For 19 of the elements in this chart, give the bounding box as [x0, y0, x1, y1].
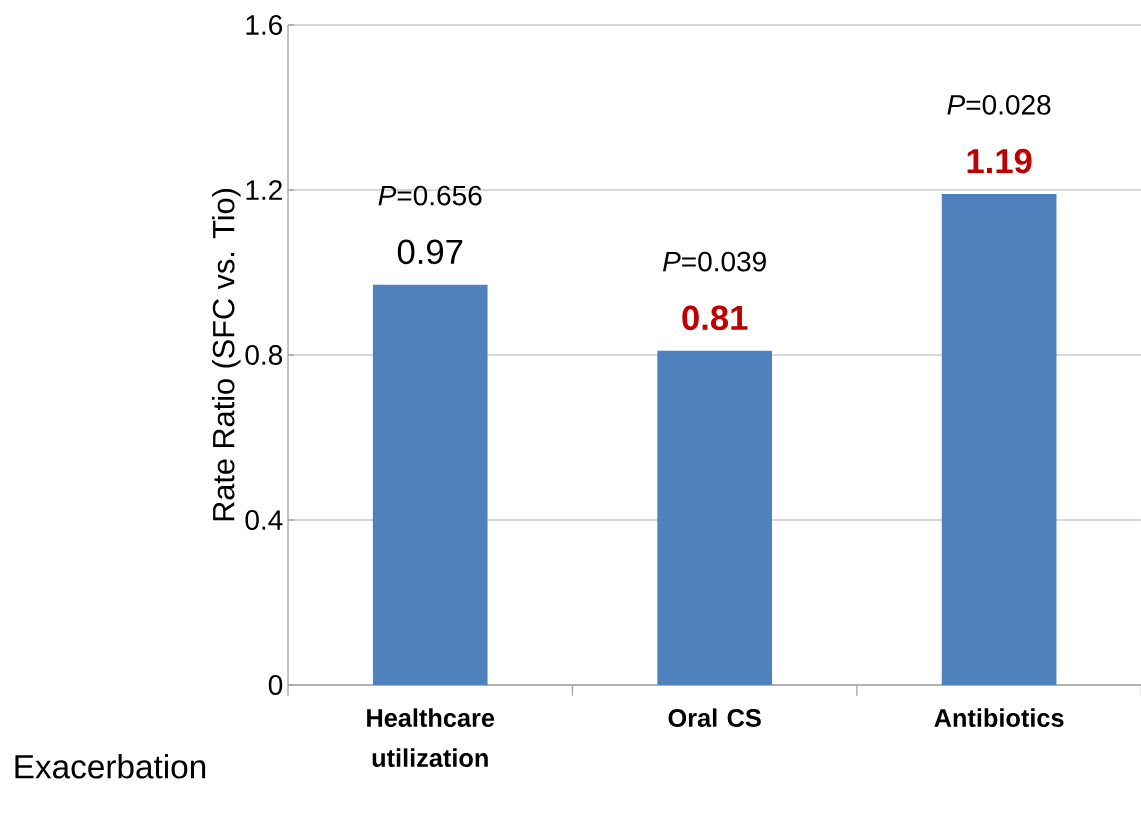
- y-axis-title: Rate Ratio (SFC vs. Tio): [211, 189, 241, 521]
- x-tick-label: Antibiotics: [934, 708, 1064, 727]
- data-label: 1.19: [967, 148, 1032, 174]
- annotation: P=0.656: [378, 185, 482, 206]
- x-axis-title: Exacerbation: [15, 754, 206, 779]
- y-tick-label: 0.8: [245, 345, 283, 365]
- annotation: P=0.039: [662, 251, 766, 272]
- annotation: P=0.028: [947, 94, 1051, 115]
- bar: [657, 350, 773, 685]
- y-tick-label: 0.4: [245, 510, 283, 530]
- bar: [372, 284, 488, 685]
- data-label: 0.81: [682, 305, 748, 331]
- bar: [941, 194, 1057, 685]
- x-tick-label: Healthcare utilization: [367, 708, 495, 767]
- y-tick-label: 1.6: [246, 15, 283, 35]
- y-tick-label: 1.2: [246, 180, 282, 200]
- data-label: 0.97: [397, 239, 463, 265]
- y-tick-label: 0: [268, 675, 283, 695]
- x-tick-label: Oral CS: [668, 708, 761, 727]
